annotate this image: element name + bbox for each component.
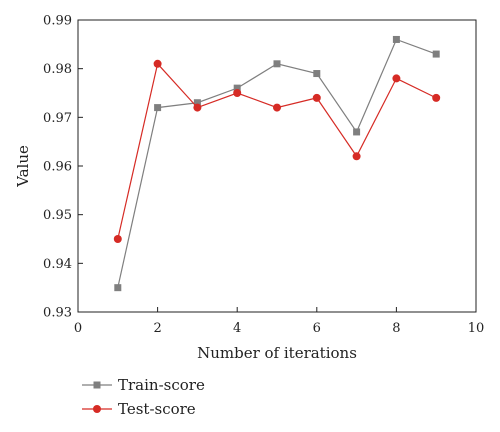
- train-score-point: [392, 35, 400, 43]
- train-score-point: [114, 284, 122, 292]
- series-layer: [113, 35, 441, 292]
- train-score-point: [432, 50, 440, 58]
- test-score-point: [153, 59, 162, 68]
- x-axis-ticks: 0 2 4 6 8 10: [74, 307, 484, 336]
- y-axis-ticks: 0.93 0.94 0.95 0.96 0.97 0.98 0.99: [43, 14, 83, 321]
- test-score-point: [233, 89, 242, 97]
- test-score-point: [113, 235, 122, 243]
- test-score-point: [392, 74, 401, 83]
- y-tick-label: 0.99: [43, 14, 72, 29]
- x-tick-label: 2: [153, 321, 161, 336]
- x-tick-label: 8: [392, 321, 400, 336]
- test-score-line: [117, 62, 437, 240]
- train-score-point: [313, 70, 321, 78]
- y-tick-label: 0.96: [43, 160, 72, 175]
- x-tick-label: 0: [74, 321, 82, 336]
- train-score-point: [154, 104, 162, 112]
- legend-train-score-marker: [93, 381, 101, 389]
- y-tick-label: 0.98: [43, 62, 72, 77]
- x-tick-label: 10: [468, 321, 485, 336]
- y-tick-label: 0.94: [43, 257, 72, 272]
- y-tick-label: 0.93: [43, 306, 72, 321]
- x-axis-label: Number of iterations: [197, 344, 357, 362]
- train-score-point: [233, 84, 241, 92]
- y-axis-label: Value: [14, 145, 32, 188]
- test-score-point: [352, 152, 361, 161]
- test-score-point: [312, 93, 321, 102]
- train-score-point: [353, 128, 361, 136]
- legend: Train-score Test-score: [82, 376, 205, 418]
- legend-train-score-label: Train-score: [118, 376, 205, 394]
- train-score-line: [117, 38, 437, 288]
- train-score-point: [273, 60, 281, 68]
- x-tick-label: 6: [313, 321, 321, 336]
- y-tick-label: 0.95: [43, 208, 72, 223]
- legend-test-score-marker: [93, 405, 101, 413]
- test-score-point: [432, 93, 441, 102]
- legend-test-score-label: Test-score: [118, 400, 196, 418]
- x-tick-label: 4: [233, 321, 241, 336]
- train-score-point: [193, 99, 201, 107]
- y-tick-label: 0.97: [43, 111, 72, 126]
- test-score-point: [193, 103, 202, 112]
- test-score-point: [273, 103, 281, 112]
